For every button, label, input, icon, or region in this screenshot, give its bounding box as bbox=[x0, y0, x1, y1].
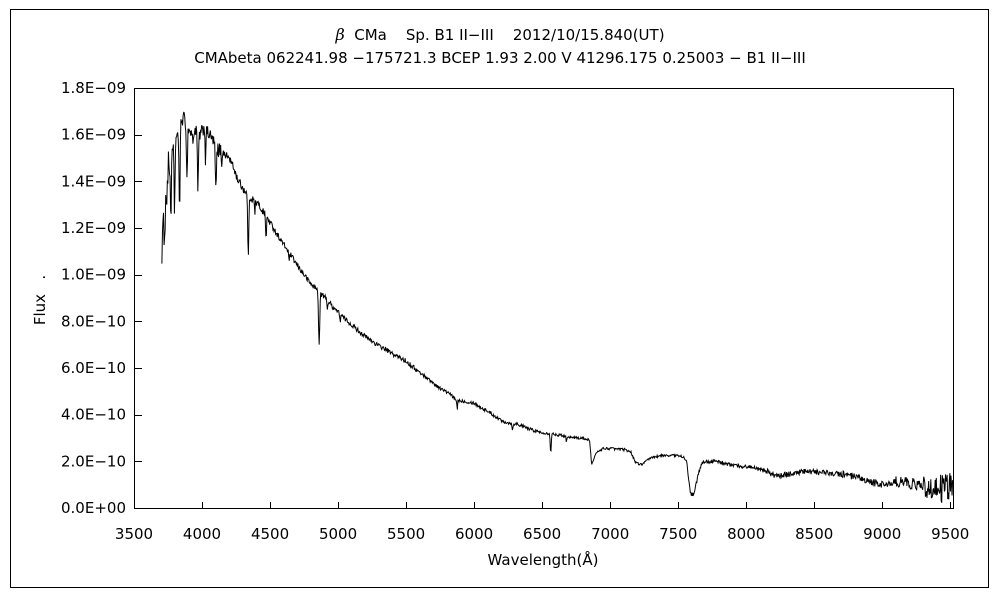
plot-frame bbox=[134, 88, 954, 509]
x-tick-label: 4500 bbox=[251, 525, 289, 543]
y-tick-label: 1.8E−09 bbox=[61, 79, 126, 97]
x-tick-label: 5000 bbox=[319, 525, 357, 543]
x-tick-label: 6500 bbox=[523, 525, 561, 543]
beta-greek-symbol: β bbox=[335, 25, 345, 44]
chart-title-text: CMa Sp. B1 II−III 2012/10/15.840(UT) bbox=[344, 26, 665, 44]
x-tick-label: 9500 bbox=[931, 525, 969, 543]
y-tick-label: 6.0E−10 bbox=[61, 359, 126, 377]
x-tick-label: 4000 bbox=[183, 525, 221, 543]
figure-border bbox=[10, 9, 989, 588]
x-axis-label: Wavelength(Å) bbox=[487, 551, 599, 569]
spectrum-curve bbox=[161, 111, 954, 503]
y-tick-label: 1.2E−09 bbox=[61, 219, 126, 237]
y-tick-label: 0.0E+00 bbox=[61, 499, 126, 517]
y-tick-label: 1.6E−09 bbox=[61, 126, 126, 144]
x-tick-label: 8500 bbox=[795, 525, 833, 543]
y-tick-label: 4.0E−10 bbox=[61, 406, 126, 424]
y-tick-label: 2.0E−10 bbox=[61, 452, 126, 470]
y-tick-label: 8.0E−10 bbox=[61, 312, 126, 330]
x-tick-label: 3500 bbox=[115, 525, 153, 543]
x-tick-label: 5500 bbox=[387, 525, 425, 543]
y-tick-label: 1.0E−09 bbox=[61, 266, 126, 284]
x-tick-label: 7500 bbox=[659, 525, 697, 543]
x-tick-label: 8000 bbox=[727, 525, 765, 543]
x-tick-label: 7000 bbox=[591, 525, 629, 543]
y-tick-label: 1.4E−09 bbox=[61, 172, 126, 190]
chart-subtitle: CMAbeta 062241.98 −175721.3 BCEP 1.93 2.… bbox=[194, 49, 806, 67]
x-tick-label: 9000 bbox=[863, 525, 901, 543]
chart-title: β CMa Sp. B1 II−III 2012/10/15.840(UT) bbox=[0, 25, 1000, 45]
x-tick-label: 6000 bbox=[455, 525, 493, 543]
